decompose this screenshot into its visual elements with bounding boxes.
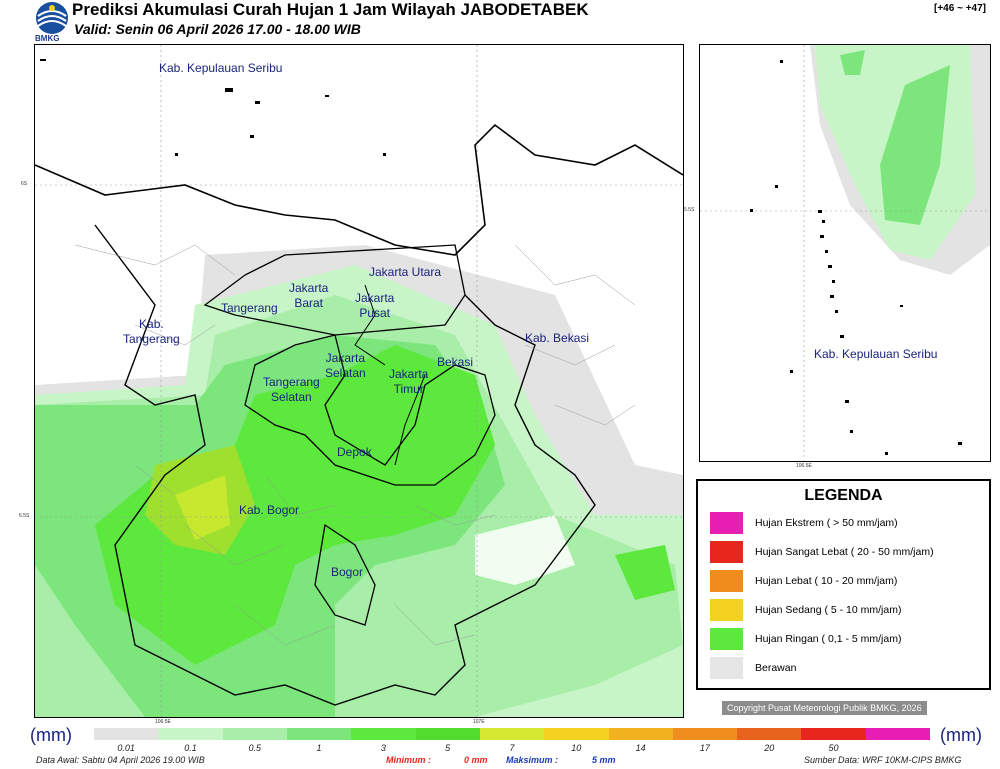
label-kep-seribu: Kab. Kepulauan Seribu <box>159 61 283 75</box>
maximum-value: 5 mm <box>592 755 616 765</box>
legend-item-sangat-lebat: Hujan Sangat Lebat ( 20 - 50 mm/jam) <box>710 541 934 563</box>
label-depok: Depok <box>337 445 372 459</box>
scale-segment <box>737 728 802 740</box>
legend-swatch <box>710 570 743 592</box>
legend-item-lebat: Hujan Lebat ( 10 - 20 mm/jam) <box>710 570 897 592</box>
label-kab-bogor: Kab. Bogor <box>239 503 300 517</box>
label-bogor: Bogor <box>331 565 364 579</box>
scale-tick-label: 1 <box>316 743 322 753</box>
scale-segment <box>608 728 673 740</box>
legend-label: Hujan Sangat Lebat ( 20 - 50 mm/jam) <box>755 546 934 558</box>
unit-label-left: (mm) <box>30 725 72 745</box>
legend-swatch <box>710 628 743 650</box>
scale-segment <box>801 728 866 740</box>
maximum-label: Maksimum : <box>506 755 559 765</box>
label-tangerang-selatan: Tangerang Selatan <box>263 375 320 404</box>
lon-label-107e: 107E <box>473 719 485 725</box>
main-rainfall-map: 6S 6.5S 106.5E 107E Kab. Kepulauan Serib… <box>19 44 684 725</box>
logo-text: BMKG <box>35 34 60 43</box>
bmkg-logo <box>36 2 68 34</box>
copyright-badge: Copyright Pusat Meteorologi Publik BMKG,… <box>722 701 927 715</box>
lat-label-65s: 6.5S <box>19 513 30 519</box>
legend-swatch <box>710 599 743 621</box>
label-jakarta-timur: Jakarta Timur <box>389 367 429 396</box>
scale-segment <box>222 728 287 740</box>
scale-segment <box>415 728 480 740</box>
label-bekasi: Bekasi <box>437 355 474 369</box>
minimum-value: 0 mm <box>464 755 488 765</box>
legend-swatch <box>710 541 743 563</box>
color-scale-bar <box>94 728 931 740</box>
legend-label: Hujan Lebat ( 10 - 20 mm/jam) <box>755 575 898 587</box>
inset-rainfall-field <box>700 45 990 461</box>
legend-swatch <box>710 512 743 534</box>
scale-tick-label: 14 <box>635 743 646 753</box>
scale-segment <box>351 728 416 740</box>
scale-segment <box>672 728 738 740</box>
scale-segment <box>544 728 609 740</box>
scale-tick-label: 3 <box>380 743 386 753</box>
lon-label-1065e: 106.5E <box>155 719 171 725</box>
legend-item-ringan: Hujan Ringan ( 0,1 - 5 mm/jam) <box>710 628 901 650</box>
label-jakarta-selatan: Jakarta Selatan <box>325 351 366 380</box>
legend-swatch <box>710 657 743 679</box>
legend-title: LEGENDA <box>804 487 883 504</box>
inset-lat-label: 5.5S <box>684 207 695 213</box>
legend-item-berawan: Berawan <box>710 657 796 679</box>
legend-panel: LEGENDA Hujan Ekstrem ( > 50 mm/jam) Huj… <box>696 479 991 690</box>
scale-tick-label: 0.1 <box>184 743 197 753</box>
minimum-label: Minimum : <box>386 755 431 765</box>
valid-time: Valid: Senin 06 April 2026 17.00 - 18.00… <box>74 21 361 37</box>
scale-tick-label: 7 <box>509 743 515 753</box>
inset-label-kep-seribu: Kab. Kepulauan Seribu <box>814 347 938 361</box>
label-kab-bekasi: Kab. Bekasi <box>525 331 590 345</box>
scale-segment <box>479 728 545 740</box>
label-jakarta-barat: Jakarta Barat <box>289 281 329 310</box>
label-kab-tangerang: Kab. Tangerang <box>123 317 180 346</box>
scale-tick-label: 50 <box>828 743 839 753</box>
legend-item-sedang: Hujan Sedang ( 5 - 10 mm/jam) <box>710 599 901 621</box>
forecast-hour: [+46 ~ +47] <box>934 3 986 14</box>
page-title: Prediksi Akumulasi Curah Hujan 1 Jam Wil… <box>72 0 589 19</box>
unit-label-right: (mm) <box>940 725 982 745</box>
scale-tick-label: 0.01 <box>117 743 135 753</box>
scale-tick-label: 5 <box>445 743 451 753</box>
inset-map-kepulauan-seribu: 5.5S 106.5E Kab. Kepulauan Seribu <box>684 44 991 469</box>
label-jakarta-pusat: Jakarta Pusat <box>355 291 395 320</box>
rainfall-field <box>35 45 683 717</box>
inset-lon-label: 106.5E <box>796 463 812 469</box>
scale-segment <box>865 728 931 740</box>
scale-segment <box>158 728 223 740</box>
scale-segment <box>286 728 352 740</box>
scale-tick-label: 20 <box>764 743 775 753</box>
label-tangerang: Tangerang <box>221 301 278 315</box>
sumber-data: Sumber Data: WRF 10KM-CIPS BMKG <box>804 755 962 765</box>
scale-segment <box>94 728 159 740</box>
label-jakarta-utara: Jakarta Utara <box>369 265 442 279</box>
legend-label: Hujan Sedang ( 5 - 10 mm/jam) <box>755 604 902 616</box>
legend-item-ekstrem: Hujan Ekstrem ( > 50 mm/jam) <box>710 512 898 534</box>
lat-label-6s: 6S <box>21 181 28 187</box>
data-awal: Data Awal: Sabtu 04 April 2026 19.00 WIB <box>36 755 205 765</box>
scale-tick-label: 0.5 <box>248 743 262 753</box>
legend-label: Hujan Ringan ( 0,1 - 5 mm/jam) <box>755 633 902 645</box>
scale-tick-label: 17 <box>699 743 710 753</box>
scale-tick-label: 10 <box>571 743 582 753</box>
legend-label: Berawan <box>755 662 797 674</box>
legend-label: Hujan Ekstrem ( > 50 mm/jam) <box>755 517 898 529</box>
